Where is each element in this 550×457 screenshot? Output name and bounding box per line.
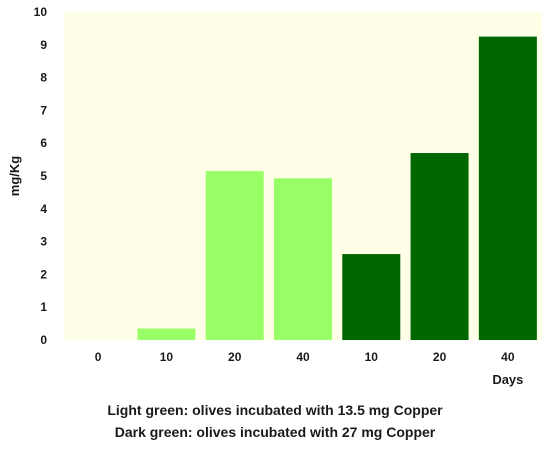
y-tick-label: 4 — [40, 202, 47, 216]
y-tick-label: 0 — [40, 333, 47, 347]
legend-dark-green: Dark green: olives incubated with 27 mg … — [114, 424, 436, 440]
bar-light-40 — [274, 178, 332, 340]
y-tick-label: 2 — [40, 267, 47, 281]
bar-light-10 — [137, 328, 196, 340]
y-tick-label: 1 — [40, 300, 47, 314]
y-axis-ticks: 0 1 2 3 4 5 6 7 8 9 10 — [34, 5, 48, 347]
y-tick-label: 7 — [40, 103, 47, 117]
x-tick-label: 10 — [160, 350, 174, 364]
x-tick-label: 0 — [95, 350, 102, 364]
legend-light-green: Light green: olives incubated with 13.5 … — [107, 402, 443, 418]
y-tick-label: 6 — [40, 136, 47, 150]
y-tick-label: 10 — [34, 5, 48, 19]
bar-dark-20 — [410, 153, 469, 340]
y-tick-label: 9 — [40, 38, 47, 52]
bar-dark-10 — [342, 254, 401, 340]
x-tick-label: 20 — [228, 350, 242, 364]
x-tick-label: 40 — [501, 350, 515, 364]
bar-dark-40 — [478, 36, 537, 340]
y-tick-label: 8 — [40, 71, 47, 85]
bar-light-20 — [205, 171, 264, 340]
x-tick-label: 20 — [433, 350, 447, 364]
bar-chart: 0 1 2 3 4 5 6 7 8 9 10 0 10 20 40 10 20 40 mg/Kg Days — [7, 5, 542, 387]
y-axis-title: mg/Kg — [7, 156, 22, 197]
bars — [137, 36, 537, 340]
y-tick-label: 3 — [40, 235, 47, 249]
y-tick-label: 5 — [40, 169, 47, 183]
x-tick-label: 40 — [296, 350, 310, 364]
x-tick-label: 10 — [365, 350, 379, 364]
x-axis-title: Days — [492, 372, 523, 387]
x-axis-ticks: 0 10 20 40 10 20 40 — [95, 350, 515, 364]
